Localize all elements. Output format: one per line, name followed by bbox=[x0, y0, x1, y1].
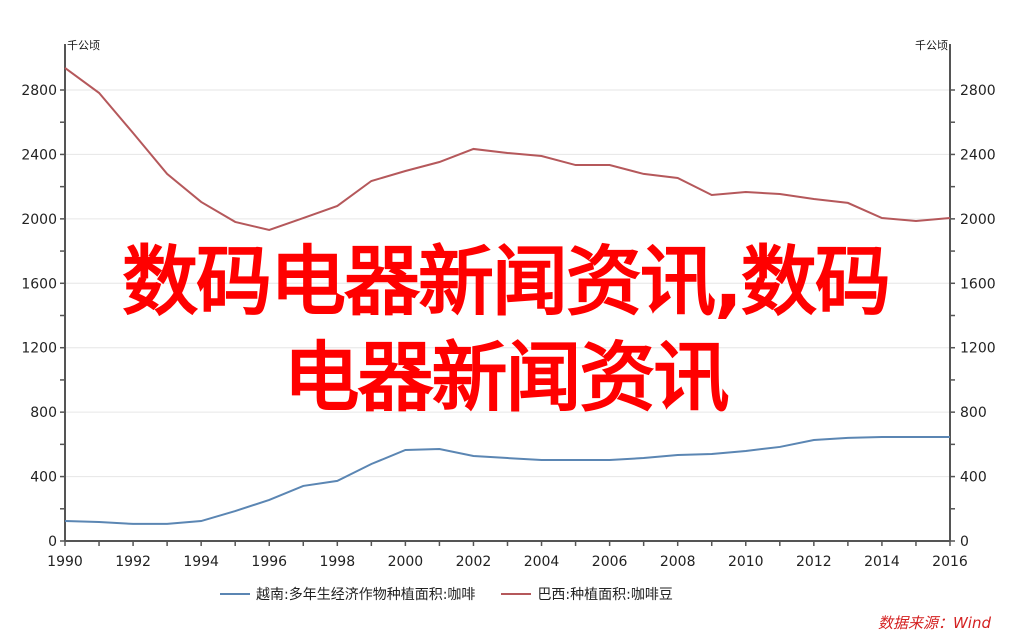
x-tick-label: 1992 bbox=[115, 554, 151, 570]
y-tick-label-left: 2800 bbox=[21, 83, 57, 99]
x-tick-label: 1990 bbox=[47, 554, 83, 570]
legend-label-brazil: 巴西:种植面积:咖啡豆 bbox=[537, 584, 672, 604]
watermark-line-1: 数码电器新闻资讯,数码 bbox=[0, 244, 1011, 320]
x-tick-label: 2002 bbox=[456, 554, 492, 570]
legend-label-vietnam: 越南:多年生经济作物种植面积:咖啡 bbox=[256, 584, 475, 604]
y-tick-label-right: 0 bbox=[960, 534, 969, 550]
legend-swatch-brazil bbox=[501, 593, 531, 595]
x-tick-label: 2004 bbox=[524, 554, 560, 570]
y-tick-label-right: 2000 bbox=[960, 212, 996, 228]
x-tick-label: 2012 bbox=[796, 554, 832, 570]
x-tick-label: 2006 bbox=[592, 554, 628, 570]
series-line-1 bbox=[65, 68, 950, 230]
data-source: 数据来源：Wind bbox=[878, 612, 991, 633]
x-tick-label: 1998 bbox=[319, 554, 355, 570]
y-tick-label-left: 0 bbox=[48, 534, 57, 550]
y-tick-label-right: 400 bbox=[960, 470, 987, 486]
x-tick-label: 2016 bbox=[932, 554, 968, 570]
x-tick-label: 1996 bbox=[251, 554, 287, 570]
legend-swatch-vietnam bbox=[220, 593, 250, 595]
y-tick-label-left: 2400 bbox=[21, 147, 57, 163]
y-unit-right: 千公顷 bbox=[915, 39, 948, 52]
x-tick-label: 2008 bbox=[660, 554, 696, 570]
x-tick-label: 2014 bbox=[864, 554, 900, 570]
y-tick-label-left: 400 bbox=[30, 470, 57, 486]
x-tick-label: 2010 bbox=[728, 554, 764, 570]
x-tick-label: 1994 bbox=[183, 554, 219, 570]
y-unit-left: 千公顷 bbox=[67, 39, 100, 52]
y-tick-label-right: 2800 bbox=[960, 83, 996, 99]
x-tick-label: 2000 bbox=[388, 554, 424, 570]
y-tick-label-left: 2000 bbox=[21, 212, 57, 228]
watermark-line-2: 电器新闻资讯 bbox=[0, 340, 1011, 416]
legend: 越南:多年生经济作物种植面积:咖啡 巴西:种植面积:咖啡豆 bbox=[220, 584, 673, 604]
y-tick-label-right: 2400 bbox=[960, 147, 996, 163]
series-line-0 bbox=[65, 437, 950, 524]
